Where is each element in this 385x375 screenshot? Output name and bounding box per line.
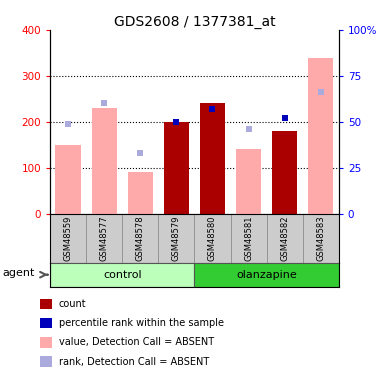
Point [281,115,288,121]
Text: GSM48579: GSM48579 [172,215,181,261]
Bar [128,172,153,214]
Bar [200,104,225,214]
Bar [55,145,81,214]
Bar [194,262,339,287]
Text: percentile rank within the sample: percentile rank within the sample [59,318,224,328]
Bar [40,356,52,367]
Point [318,90,324,96]
Bar [40,318,52,328]
Text: rank, Detection Call = ABSENT: rank, Detection Call = ABSENT [59,357,209,367]
Text: control: control [103,270,142,280]
Bar [231,214,266,262]
Text: GSM48582: GSM48582 [280,215,289,261]
Bar [164,122,189,214]
Bar [50,214,86,262]
Bar [50,262,194,287]
Text: value, Detection Call = ABSENT: value, Detection Call = ABSENT [59,338,214,347]
Point [65,121,71,127]
Point [101,100,107,106]
Bar [236,149,261,214]
Bar [308,58,333,214]
Text: olanzapine: olanzapine [236,270,297,280]
Text: agent: agent [2,268,34,278]
Bar [92,108,117,214]
Title: GDS2608 / 1377381_at: GDS2608 / 1377381_at [114,15,275,29]
Bar [194,214,231,262]
Bar [40,299,52,309]
Text: count: count [59,299,86,309]
Text: GSM48578: GSM48578 [136,215,145,261]
Bar [158,214,194,262]
Text: GSM48581: GSM48581 [244,215,253,261]
Point [246,126,252,132]
Text: GSM48559: GSM48559 [64,215,73,261]
Bar [86,214,122,262]
Point [137,150,143,156]
Bar [40,337,52,348]
Bar [122,214,158,262]
Text: GSM48580: GSM48580 [208,215,217,261]
Text: GSM48577: GSM48577 [100,215,109,261]
Bar [303,214,339,262]
Text: GSM48583: GSM48583 [316,215,325,261]
Bar [266,214,303,262]
Point [173,119,179,125]
Point [209,106,216,112]
Bar [272,131,297,214]
